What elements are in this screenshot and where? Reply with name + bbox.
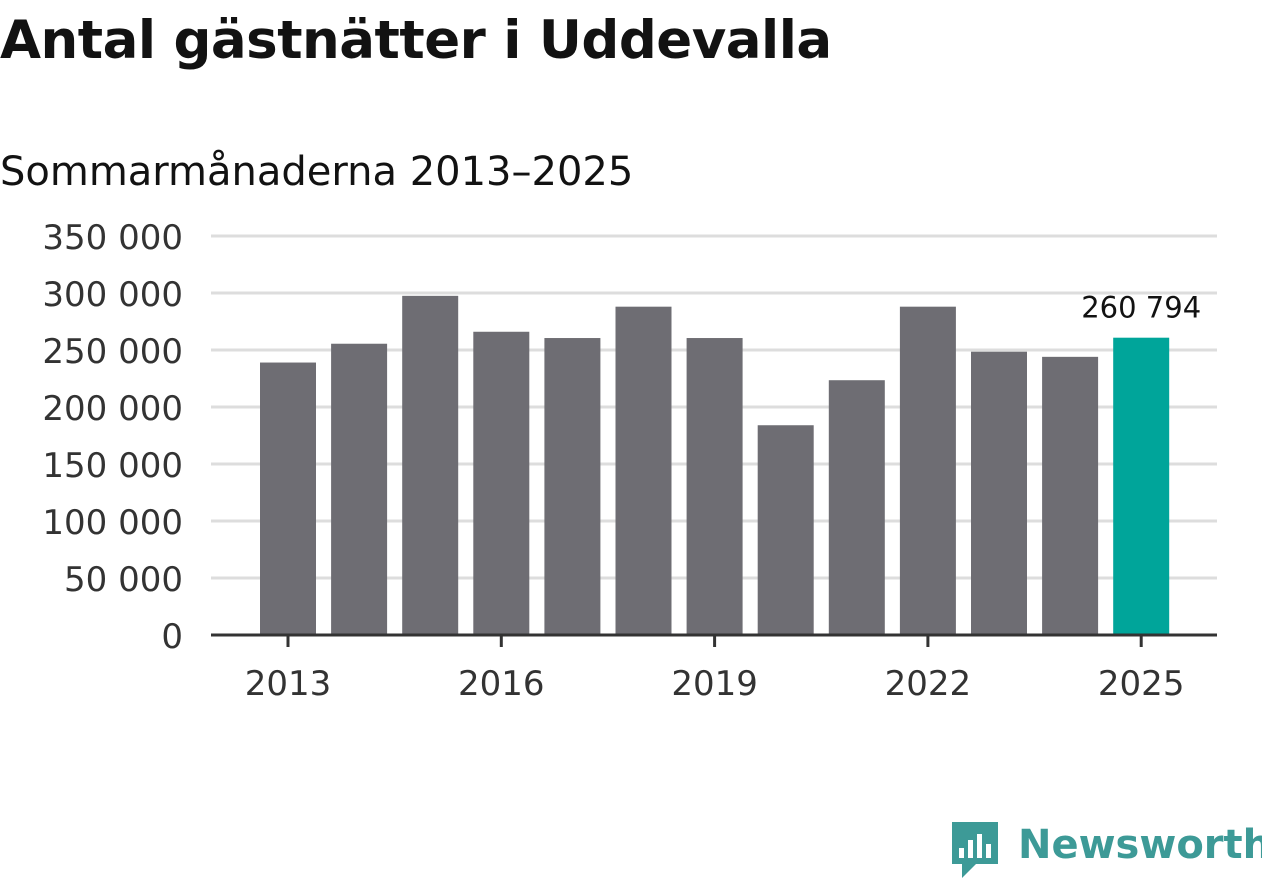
bar-2019	[686, 338, 743, 635]
bar-2024	[1042, 356, 1099, 635]
bar-2025	[1113, 337, 1170, 635]
bar-2022	[899, 306, 956, 635]
bar-2023	[971, 351, 1027, 635]
bar-2016	[473, 331, 530, 635]
bar-2015	[402, 295, 459, 635]
bar-2013	[260, 362, 316, 635]
bars	[260, 295, 1170, 635]
bar-2014	[331, 343, 388, 635]
y-tick-label: 300 000	[42, 275, 183, 315]
x-tick-label: 2013	[245, 664, 332, 704]
y-tick-label: 100 000	[42, 503, 183, 543]
chart-title: Antal gästnätter i Uddevalla	[0, 10, 832, 71]
newsworthy-logo: Newsworthy	[950, 818, 1262, 878]
x-tick-label: 2016	[458, 664, 545, 704]
chart-subtitle: Sommarmånaderna 2013–2025	[0, 149, 634, 195]
y-axis-tick-labels: 0 50 000 100 000 150 000 200 000 250 000 300 0…	[42, 218, 183, 657]
x-tick-label: 2025	[1098, 664, 1185, 704]
y-tick-label: 350 000	[42, 218, 183, 258]
y-tick-label: 200 000	[42, 389, 183, 429]
x-axis-tick-labels: 2013 2016 2019 2022 2025	[245, 664, 1185, 704]
y-tick-label: 50 000	[64, 560, 183, 600]
x-tick-label: 2019	[671, 664, 758, 704]
data-labels: 260 794	[1081, 291, 1201, 325]
bar-2017	[544, 338, 601, 635]
bar-2020	[757, 425, 814, 635]
x-axis	[211, 633, 1217, 647]
y-tick-label: 250 000	[42, 332, 183, 372]
y-tick-label: 0	[161, 617, 183, 657]
newsworthy-wordmark: Newsworthy	[1018, 822, 1262, 868]
bar-2021	[828, 380, 885, 635]
bar-2018	[615, 306, 672, 635]
y-tick-label: 150 000	[42, 446, 183, 486]
newsworthy-chart-icon	[952, 822, 998, 878]
x-tick-label: 2022	[885, 664, 972, 704]
data-label-2025: 260 794	[1081, 291, 1201, 325]
